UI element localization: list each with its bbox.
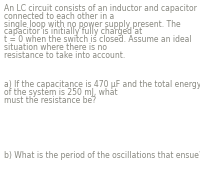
Text: resistance to take into account.: resistance to take into account. — [4, 51, 125, 60]
Text: single loop with no power supply present. The: single loop with no power supply present… — [4, 20, 181, 29]
Text: connected to each other in a: connected to each other in a — [4, 12, 114, 21]
Text: a) If the capacitance is 470 µF and the total energy: a) If the capacitance is 470 µF and the … — [4, 80, 200, 89]
Text: of the system is 250 mJ, what: of the system is 250 mJ, what — [4, 88, 118, 97]
Text: t = 0 when the switch is closed. Assume an ideal: t = 0 when the switch is closed. Assume … — [4, 35, 192, 44]
Text: situation where there is no: situation where there is no — [4, 43, 107, 52]
Text: b) What is the period of the oscillations that ensue?: b) What is the period of the oscillation… — [4, 151, 200, 160]
Text: must the resistance be?: must the resistance be? — [4, 96, 96, 105]
Text: capacitor is initially fully charged at: capacitor is initially fully charged at — [4, 27, 142, 36]
Text: An LC circuit consists of an inductor and capacitor: An LC circuit consists of an inductor an… — [4, 4, 197, 13]
